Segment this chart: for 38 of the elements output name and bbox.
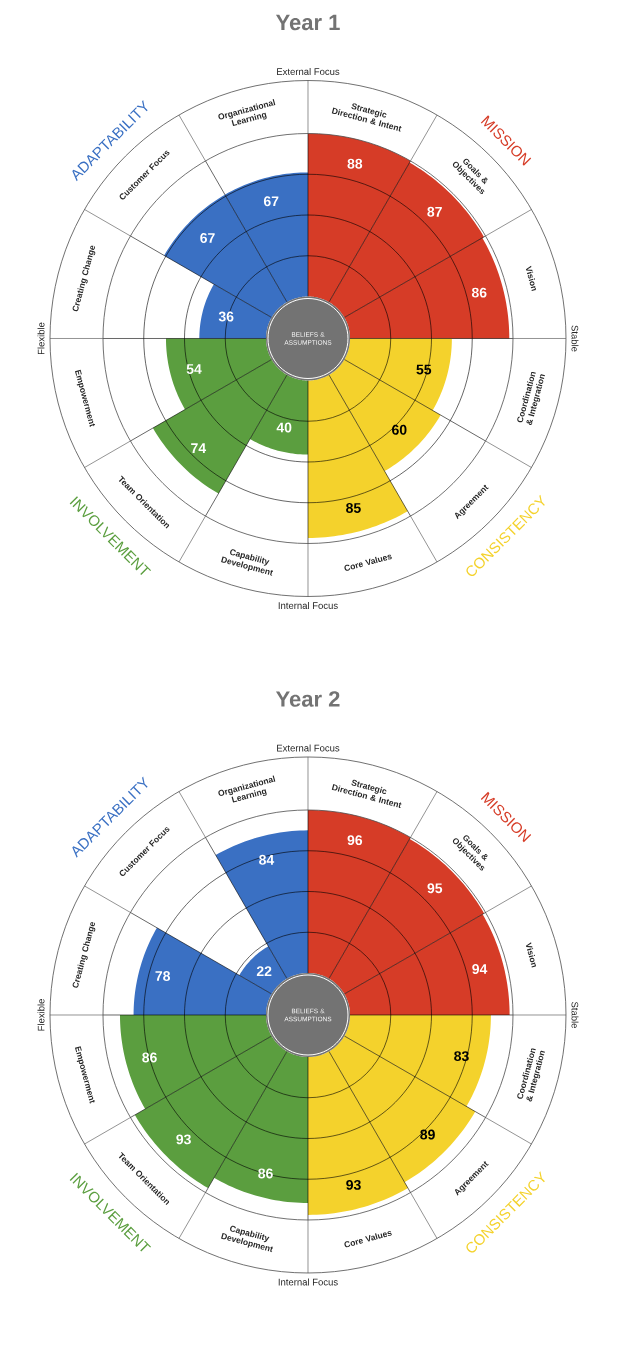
data-label: 87 <box>427 206 442 217</box>
data-label: 84 <box>259 854 275 865</box>
data-label: 86 <box>142 1052 157 1063</box>
data-label: 54 <box>186 364 202 374</box>
text: Internal Focus <box>278 1278 338 1286</box>
text: Year 1 <box>275 14 340 31</box>
data-label: 36 <box>218 311 234 322</box>
data-label: 93 <box>346 1179 361 1190</box>
data-label: 94 <box>472 964 488 974</box>
category-label: Vision <box>525 942 536 968</box>
text: Stable <box>571 1001 579 1029</box>
text: Year 2 <box>275 691 340 707</box>
text: Flexible <box>37 999 45 1031</box>
data-label: 88 <box>347 158 363 169</box>
text: Internal Focus <box>278 602 338 609</box>
data-label: 22 <box>256 966 272 977</box>
text: External Focus <box>277 744 340 752</box>
data-label: 86 <box>258 1168 273 1179</box>
data-label: 83 <box>454 1051 469 1062</box>
text: Stable <box>571 325 579 352</box>
text: External Focus <box>277 68 340 75</box>
category-label: Core Values <box>344 554 392 571</box>
data-label: 95 <box>427 883 443 894</box>
data-label: 67 <box>263 196 279 207</box>
data-label: 78 <box>155 971 171 982</box>
data-label: 96 <box>347 835 363 846</box>
data-label: 67 <box>200 233 215 243</box>
data-label: 93 <box>176 1134 191 1145</box>
data-label: 60 <box>392 424 407 435</box>
data-label: 55 <box>416 364 432 375</box>
data-label: 89 <box>420 1129 435 1140</box>
category-label: Core Values <box>344 1231 392 1248</box>
text: Flexible <box>37 322 45 355</box>
data-label: 74 <box>191 443 207 453</box>
data-label: 86 <box>471 287 487 298</box>
data-label: 40 <box>276 422 292 433</box>
category-label: Vision <box>525 265 536 292</box>
data-label: 85 <box>346 503 361 513</box>
